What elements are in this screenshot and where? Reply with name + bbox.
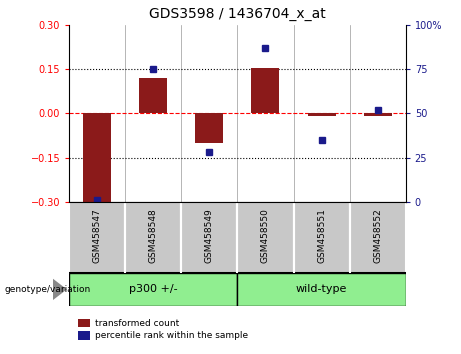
Bar bbox=[195, 113, 224, 143]
Bar bbox=[364, 113, 392, 116]
Polygon shape bbox=[53, 279, 67, 300]
Bar bbox=[69, 202, 125, 273]
Text: GSM458550: GSM458550 bbox=[261, 208, 270, 263]
Bar bbox=[294, 202, 349, 273]
Text: GSM458549: GSM458549 bbox=[205, 209, 214, 263]
Bar bbox=[83, 113, 111, 202]
Text: GSM458548: GSM458548 bbox=[149, 209, 158, 263]
Text: percentile rank within the sample: percentile rank within the sample bbox=[95, 331, 248, 340]
Title: GDS3598 / 1436704_x_at: GDS3598 / 1436704_x_at bbox=[149, 7, 326, 21]
Text: GSM458551: GSM458551 bbox=[317, 208, 326, 263]
Text: transformed count: transformed count bbox=[95, 319, 179, 328]
Bar bbox=[307, 113, 336, 116]
Text: GSM458547: GSM458547 bbox=[93, 209, 102, 263]
Text: p300 +/-: p300 +/- bbox=[129, 284, 177, 295]
Bar bbox=[69, 273, 237, 306]
Bar bbox=[237, 202, 294, 273]
Bar bbox=[181, 202, 237, 273]
Text: wild-type: wild-type bbox=[296, 284, 347, 295]
Text: genotype/variation: genotype/variation bbox=[5, 285, 91, 294]
Bar bbox=[349, 202, 406, 273]
Text: GSM458552: GSM458552 bbox=[373, 209, 382, 263]
Bar bbox=[251, 68, 279, 113]
Bar bbox=[139, 78, 167, 113]
Bar bbox=[237, 273, 406, 306]
Bar bbox=[125, 202, 181, 273]
